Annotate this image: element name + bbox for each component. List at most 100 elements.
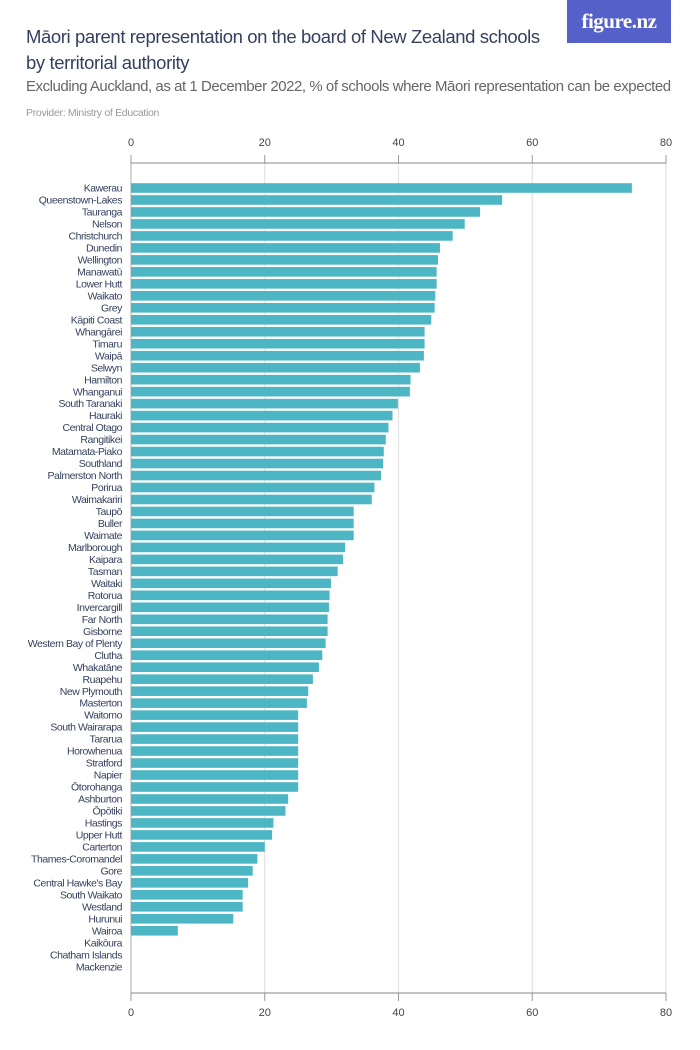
category-label: Kaipara bbox=[89, 554, 123, 566]
bottom-tick-label: 60 bbox=[526, 1007, 538, 1019]
category-label: Thames-Coromandel bbox=[31, 853, 122, 865]
bar-horowhenua bbox=[131, 746, 299, 756]
bar-southland bbox=[131, 458, 384, 469]
bar-rotorua bbox=[131, 590, 330, 601]
bar-wellington bbox=[131, 255, 438, 265]
figure-nz-logo[interactable]: figure.nz bbox=[567, 0, 671, 43]
category-label: Upper Hutt bbox=[76, 830, 123, 842]
category-label: Manawatū bbox=[77, 266, 122, 278]
category-label: Waimate bbox=[84, 530, 122, 542]
category-label: Ōtorohanga bbox=[71, 782, 123, 794]
bar-far-north bbox=[131, 614, 328, 625]
category-label: Whakatāne bbox=[73, 662, 123, 674]
category-label: Hamilton bbox=[84, 374, 122, 386]
bar-south-waikato bbox=[131, 890, 243, 900]
category-label: Chatham Islands bbox=[50, 949, 122, 961]
bar-k-piti-coast bbox=[131, 314, 432, 325]
bar-ashburton bbox=[131, 794, 289, 804]
bar-waikato bbox=[131, 291, 436, 301]
category-label: Grey bbox=[101, 302, 123, 314]
bar-matamata-piako bbox=[131, 446, 384, 457]
category-label: Hastings bbox=[85, 818, 122, 830]
category-label: Kaikōura bbox=[84, 937, 122, 949]
category-label: Waipā bbox=[95, 350, 123, 362]
top-tick-label: 20 bbox=[259, 137, 271, 149]
bar-thames-coromandel bbox=[131, 854, 258, 864]
bar-marlborough bbox=[131, 542, 345, 553]
category-label: Far North bbox=[82, 614, 123, 626]
bar-masterton bbox=[131, 698, 307, 708]
bottom-tick-label: 0 bbox=[128, 1007, 134, 1019]
category-label: Kawerau bbox=[84, 183, 123, 195]
bar-central-hawke-s-bay bbox=[131, 878, 249, 888]
bar-gore bbox=[131, 866, 253, 876]
category-label: Wellington bbox=[78, 254, 123, 266]
category-label: Mackenzie bbox=[76, 961, 123, 973]
chart-subtitle: Excluding Auckland, as at 1 December 202… bbox=[26, 78, 671, 95]
bar-taup- bbox=[131, 506, 354, 517]
category-label: Horowhenua bbox=[67, 746, 123, 758]
top-tick-label: 60 bbox=[526, 137, 538, 149]
bar-stratford bbox=[131, 758, 299, 768]
bar-south-taranaki bbox=[131, 398, 398, 409]
top-tick-label: 40 bbox=[392, 137, 404, 149]
bar-hauraki bbox=[131, 410, 393, 421]
bar-dunedin bbox=[131, 243, 440, 253]
bar-wairoa bbox=[131, 925, 178, 936]
category-label: South Taranaki bbox=[58, 398, 122, 410]
category-label: Lower Hutt bbox=[76, 278, 123, 290]
bottom-tick-label: 40 bbox=[392, 1007, 404, 1019]
bar-christchurch bbox=[131, 231, 453, 241]
category-label: Dunedin bbox=[86, 243, 123, 255]
bar-clutha bbox=[131, 650, 323, 661]
bar-selwyn bbox=[131, 362, 420, 373]
bar-new-plymouth bbox=[131, 686, 309, 696]
category-label: Matamata-Piako bbox=[52, 446, 123, 458]
bar-timaru bbox=[131, 338, 425, 349]
bar-waitaki bbox=[131, 578, 331, 589]
bar-whakat-ne bbox=[131, 662, 319, 672]
category-label: Clutha bbox=[94, 650, 122, 662]
bar-whanganui bbox=[131, 386, 410, 397]
category-label: Hauraki bbox=[89, 410, 122, 422]
category-label: Waikato bbox=[88, 290, 123, 302]
category-label: Ruapehu bbox=[83, 674, 123, 686]
category-label: Palmerston North bbox=[48, 470, 123, 482]
category-label: Gisborne bbox=[83, 626, 123, 638]
bar-waimate bbox=[131, 530, 354, 541]
bar-kawerau bbox=[131, 183, 632, 193]
bottom-tick-label: 20 bbox=[259, 1007, 271, 1019]
category-label: South Wairarapa bbox=[50, 722, 122, 734]
bar-hamilton bbox=[131, 374, 411, 385]
bar-waitomo bbox=[131, 710, 299, 720]
bottom-tick-label: 80 bbox=[660, 1007, 672, 1019]
category-label: Timaru bbox=[92, 338, 122, 350]
category-label: Wairoa bbox=[92, 925, 123, 937]
top-tick-label: 0 bbox=[128, 137, 134, 149]
category-label: Ashburton bbox=[78, 794, 122, 806]
bar-invercargill bbox=[131, 602, 329, 613]
bar--p-tiki bbox=[131, 806, 286, 816]
bar-westland bbox=[131, 902, 243, 912]
bar-upper-hutt bbox=[131, 830, 273, 840]
bar-buller bbox=[131, 518, 354, 529]
bar-tasman bbox=[131, 566, 338, 577]
bar-whang-rei bbox=[131, 326, 425, 337]
bar-queenstown-lakes bbox=[131, 195, 503, 205]
bar--torohanga bbox=[131, 782, 299, 792]
category-label: Nelson bbox=[92, 219, 123, 231]
category-label: Gore bbox=[100, 865, 122, 877]
category-label: Taupō bbox=[96, 506, 123, 518]
category-label: Invercargill bbox=[77, 602, 122, 614]
category-label: Whangārei bbox=[75, 326, 122, 338]
bar-south-wairarapa bbox=[131, 722, 299, 732]
category-label: Waimakariri bbox=[72, 494, 122, 506]
bar-carterton bbox=[131, 842, 265, 852]
bar-waimakariri bbox=[131, 494, 372, 505]
category-label: Southland bbox=[79, 458, 123, 470]
bar-porirua bbox=[131, 482, 375, 493]
chart-title: Māori parent representation on the board… bbox=[26, 26, 540, 73]
bar-tauranga bbox=[131, 207, 481, 217]
bar-central-otago bbox=[131, 422, 389, 433]
